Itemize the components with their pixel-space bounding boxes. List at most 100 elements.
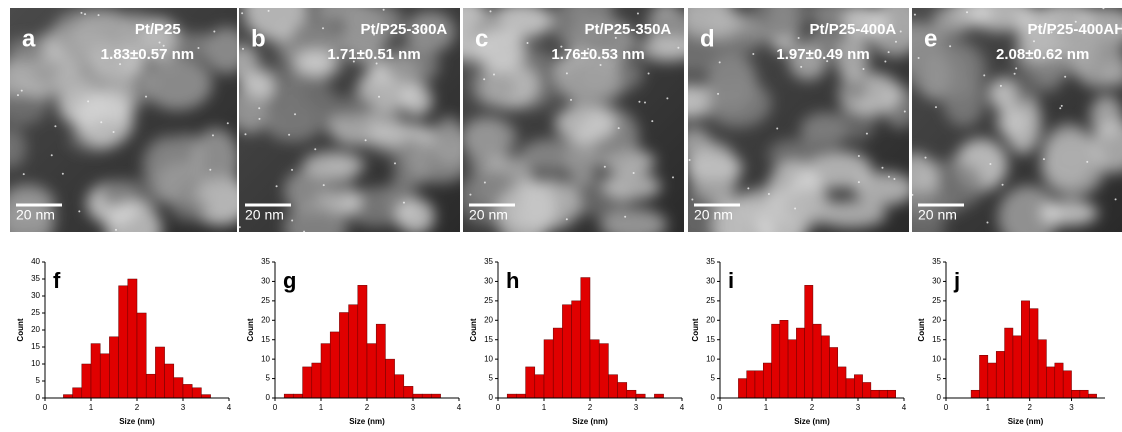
pt-dot [291,219,294,222]
bar [1021,300,1030,399]
y-tick-label: 5 [711,374,716,383]
pt-dot [352,60,355,63]
bar [1004,327,1014,399]
pt-dot [22,173,25,176]
bar [164,363,175,399]
pt-dot [797,36,800,39]
pt-dot [1042,158,1045,161]
bar [820,335,830,399]
tem-image [463,8,684,232]
particle [295,50,335,77]
bar [589,339,600,399]
pt-dot [671,176,674,179]
pt-dot [303,230,306,232]
bar [385,358,395,399]
image-texture [912,8,1122,232]
particle [474,29,526,70]
pt-dot [903,110,906,113]
bar [635,393,646,399]
pt-dot [614,36,617,39]
pt-dot [20,89,23,92]
y-tick-label: 20 [261,315,270,324]
y-axis-label: Count [246,318,255,341]
particle [853,172,909,206]
y-tick-label: 20 [484,315,493,324]
tem-image [688,8,909,232]
y-tick-label: 0 [711,393,716,402]
y-axis-label: Count [917,318,926,341]
pt-dot [291,168,294,171]
pt-dot [1064,75,1067,78]
pt-dot [1114,198,1117,201]
x-tick-label: 3 [411,403,416,412]
y-tick-label: 30 [932,277,941,286]
particle [476,71,516,106]
scale-label: 20 nm [918,207,957,223]
particle-size: 2.08±0.62 nm [996,46,1089,63]
bar [516,393,526,399]
pt-dot [244,133,247,136]
bar [1088,393,1097,399]
y-tick-label: 30 [31,291,40,300]
particle [882,8,909,43]
y-tick-label: 0 [489,393,494,402]
bar [796,327,805,399]
pt-dot [747,187,750,190]
pt-dot [483,78,486,81]
y-tick-label: 15 [31,342,40,351]
pt-dot [526,41,529,44]
y-tick-label: 10 [484,354,493,363]
bar [870,389,880,399]
y-axis-label: Count [691,318,700,341]
panel-letter: d [700,25,715,52]
pt-dot [489,10,492,13]
bar [1029,308,1039,399]
scale-label: 20 nm [469,207,508,223]
y-tick-label: 0 [36,393,41,402]
y-tick-label: 15 [484,335,493,344]
x-tick-label: 4 [902,403,907,412]
pt-dot [112,130,115,133]
particle [290,19,333,48]
particle [645,13,684,40]
pt-dot [983,74,986,77]
pt-dot [857,155,860,158]
pt-dot [617,127,620,130]
particle [734,187,796,223]
pt-dot [145,95,148,98]
pt-dot [647,72,650,75]
pt-dots [912,8,1117,224]
bar [626,389,637,399]
pt-dot [603,165,606,168]
pt-dot [258,117,261,120]
x-tick-label: 1 [319,403,324,412]
particle [1042,124,1096,186]
x-tick-label: 1 [764,403,769,412]
particle [71,9,140,61]
x-tick-label: 4 [457,403,462,412]
bar [1071,389,1081,399]
particle [143,57,213,111]
y-tick-label: 25 [484,296,493,305]
y-tick-label: 5 [266,374,271,383]
x-tick-label: 2 [1027,403,1032,412]
pt-dot [794,207,797,210]
pt-dot [666,97,669,100]
x-tick-label: 3 [856,403,861,412]
y-tick-label: 5 [489,374,494,383]
pt-dot [565,218,568,221]
x-axis-label: Size (nm) [1008,417,1044,426]
pt-dot [241,12,244,15]
particle [800,112,850,148]
bar [127,278,138,399]
bar [562,304,572,399]
pt-dot [624,215,627,218]
sample-name: Pt/P25-350A [585,21,672,38]
x-tick-label: 3 [1069,403,1074,412]
pt-dot [950,216,953,219]
x-axis-label: Size (nm) [572,417,608,426]
pt-dot [800,65,803,68]
pt-dot [226,122,229,125]
pt-dot [893,177,896,180]
